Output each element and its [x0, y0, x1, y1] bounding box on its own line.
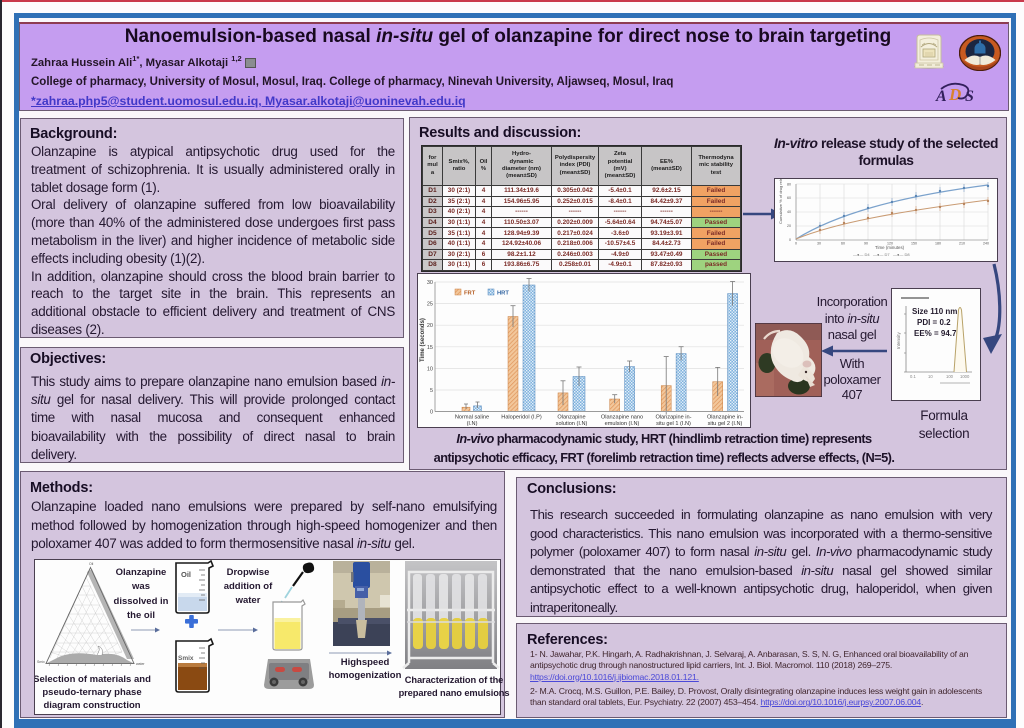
svg-text:pseudo-ternary phase: pseudo-ternary phase: [42, 687, 141, 698]
svg-text:Time (minutes): Time (minutes): [875, 245, 905, 250]
svg-text:water: water: [136, 662, 145, 666]
svg-text:was: was: [131, 581, 150, 592]
svg-text:30: 30: [817, 242, 821, 246]
svg-text:Olanzapine: Olanzapine: [557, 415, 585, 421]
svg-text:240: 240: [983, 242, 989, 246]
svg-text:180: 180: [935, 242, 941, 246]
svg-text:diagram construction: diagram construction: [43, 700, 140, 711]
svg-text:60: 60: [787, 196, 791, 200]
svg-text:1000: 1000: [960, 374, 970, 379]
svg-text:80: 80: [787, 183, 791, 187]
svg-text:20: 20: [427, 323, 433, 329]
svg-text:Olanzapine in-: Olanzapine in-: [655, 415, 691, 421]
svg-text:Time (seconds): Time (seconds): [420, 318, 426, 362]
svg-text:the oil: the oil: [127, 610, 155, 621]
svg-text:water: water: [235, 595, 261, 606]
svg-text:(I.N): (I.N): [467, 421, 478, 427]
svg-text:HRT: HRT: [497, 291, 509, 297]
svg-text:EE% = 94.7: EE% = 94.7: [914, 329, 957, 338]
svg-text:emulsion (I.N): emulsion (I.N): [605, 421, 640, 427]
svg-text:90: 90: [864, 242, 868, 246]
svg-text:Olanzapine nano: Olanzapine nano: [601, 415, 643, 421]
svg-text:Oil: Oil: [89, 562, 94, 566]
svg-text:situ gel 1 (I.N): situ gel 1 (I.N): [656, 421, 691, 427]
svg-text:situ gel 2 (I.N): situ gel 2 (I.N): [708, 421, 743, 427]
svg-text:5: 5: [430, 388, 433, 394]
svg-text:Olanzapine in-: Olanzapine in-: [707, 415, 743, 421]
svg-text:Intensity: Intensity: [896, 331, 901, 349]
svg-text:D: D: [948, 85, 961, 104]
svg-text:100: 100: [946, 374, 954, 379]
svg-text:Normal saline: Normal saline: [455, 415, 489, 421]
svg-text:PDI = 0.2: PDI = 0.2: [917, 318, 951, 327]
svg-text:Cumulative % of drug release: Cumulative % of drug release: [778, 179, 783, 224]
svg-text:Haloperidol (I.P): Haloperidol (I.P): [501, 415, 542, 421]
svg-text:S: S: [965, 88, 974, 105]
svg-text:Smix: Smix: [37, 660, 45, 664]
svg-text:Oil: Oil: [181, 570, 191, 579]
svg-text:30: 30: [427, 280, 433, 286]
svg-text:Size 110 nm: Size 110 nm: [912, 307, 957, 316]
svg-text:Smix: Smix: [178, 655, 194, 662]
svg-text:0: 0: [789, 238, 791, 242]
svg-text:A: A: [935, 88, 947, 105]
svg-text:FRT: FRT: [464, 291, 476, 297]
svg-text:20: 20: [787, 224, 791, 228]
svg-text:120: 120: [887, 242, 893, 246]
svg-text:10: 10: [928, 374, 933, 379]
svg-text:—●— D4 —●— D7 —●— D8: —●— D4 —●— D7 —●— D8: [853, 252, 910, 257]
svg-text:solution (I.N): solution (I.N): [556, 421, 588, 427]
svg-text:addition of: addition of: [224, 581, 273, 592]
svg-text:60: 60: [841, 242, 845, 246]
svg-text:0: 0: [430, 410, 433, 416]
svg-text:dissolved in: dissolved in: [114, 596, 169, 607]
svg-text:Olanzapine: Olanzapine: [116, 567, 167, 578]
svg-text:10: 10: [427, 366, 433, 372]
svg-text:0: 0: [795, 242, 797, 246]
svg-text:Selection of materials and: Selection of materials and: [35, 674, 151, 685]
svg-text:40: 40: [787, 210, 791, 214]
svg-text:150: 150: [911, 242, 917, 246]
svg-text:0.1: 0.1: [910, 374, 916, 379]
svg-text:210: 210: [959, 242, 965, 246]
svg-text:Dropwise: Dropwise: [227, 567, 270, 578]
svg-text:15: 15: [427, 345, 433, 351]
svg-text:25: 25: [427, 302, 433, 308]
